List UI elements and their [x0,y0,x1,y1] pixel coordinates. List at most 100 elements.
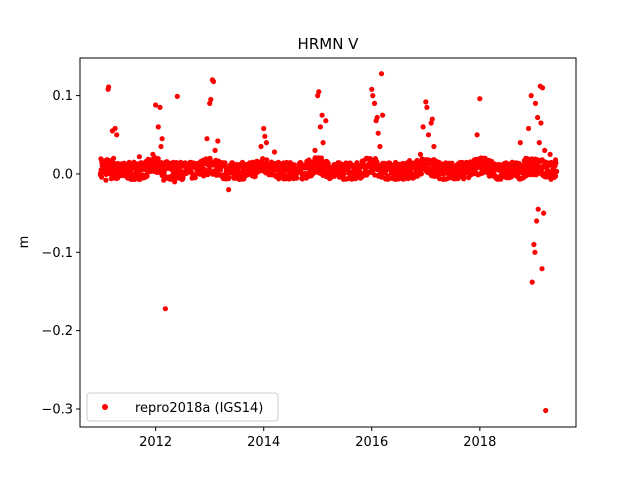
data-point [378,71,385,77]
x-tick-label: 2014 [247,435,280,450]
data-point [166,174,172,180]
data-point [428,120,434,126]
y-tick-label: 0.1 [52,89,73,104]
data-point [407,158,413,164]
data-point [539,266,545,272]
data-point [150,151,156,157]
data-point [375,130,381,136]
y-axis: −0.3 −0.2 −0.1 0.0 0.1 [41,89,80,417]
data-point [207,100,213,106]
legend-marker [102,404,108,410]
data-point [312,147,318,153]
data-point [385,165,391,171]
data-point [266,163,272,169]
data-point [531,241,537,248]
data-point [136,154,142,160]
data-point [423,99,429,105]
data-point [517,140,523,146]
data-point [541,210,547,216]
band-point [318,155,324,161]
data-point [396,161,402,168]
data-point [114,132,120,138]
data-point [493,162,499,168]
data-point [342,166,348,172]
data-point [532,249,538,255]
data-point [323,118,329,124]
data-point [172,179,178,185]
data-point [263,140,269,146]
data-point [134,169,140,175]
data-point [455,161,461,167]
data-point [161,177,167,183]
data-point [131,159,137,165]
data-point [101,169,107,175]
data-point [474,132,480,138]
data-point [126,167,132,173]
y-tick-label: 0.0 [52,167,73,182]
data-point [226,187,232,193]
legend-box [86,392,279,422]
data-point [169,166,175,172]
data-point [244,165,251,172]
data-point [201,160,207,166]
chart-title: HRMN V [298,35,360,53]
data-point [374,114,380,121]
data-point [336,174,342,180]
data-point [315,93,321,99]
data-point [288,161,294,168]
band-point [382,160,388,166]
data-point [535,114,541,121]
data-point [228,169,234,175]
data-point [543,407,549,414]
data-point [212,147,218,153]
data-point [509,159,515,165]
data-point [277,175,283,181]
band-point [222,160,228,166]
data-point [358,162,364,168]
data-point [255,168,261,174]
data-point [504,165,510,172]
data-point [471,157,477,163]
data-point [234,161,240,168]
data-point [371,100,378,106]
x-tick-label: 2012 [139,435,172,450]
band-point [264,157,270,163]
band-point [418,171,424,177]
data-point [401,168,407,174]
data-point [425,132,432,138]
band-point [192,175,198,181]
band-point [226,175,232,181]
legend-entry-label: repro2018a (IGS14) [135,401,263,416]
data-point [431,143,437,150]
data-point [534,218,540,224]
data-point [353,172,359,179]
data-point [536,140,542,146]
data-point [177,161,183,168]
data-point [239,172,245,179]
data-point [377,143,383,150]
data-point [217,167,224,173]
data-point [110,155,117,161]
data-point [293,173,299,179]
data-point [108,176,114,182]
data-point [550,163,556,169]
data-point [319,112,325,118]
data-point [155,124,161,130]
data-point [153,102,159,108]
y-tick-label: −0.3 [41,402,73,417]
data-point [185,168,191,174]
data-point [142,163,148,169]
data-point [120,172,126,179]
data-point [525,125,532,132]
legend: repro2018a (IGS14) [86,392,279,422]
data-point [515,169,521,175]
data-point [304,158,310,164]
data-point [258,143,264,150]
data-point [429,116,435,122]
data-point [157,104,163,110]
band-point [252,173,258,179]
data-point [369,86,375,92]
data-point [390,175,396,181]
band-point [379,174,385,180]
data-point [250,159,256,165]
